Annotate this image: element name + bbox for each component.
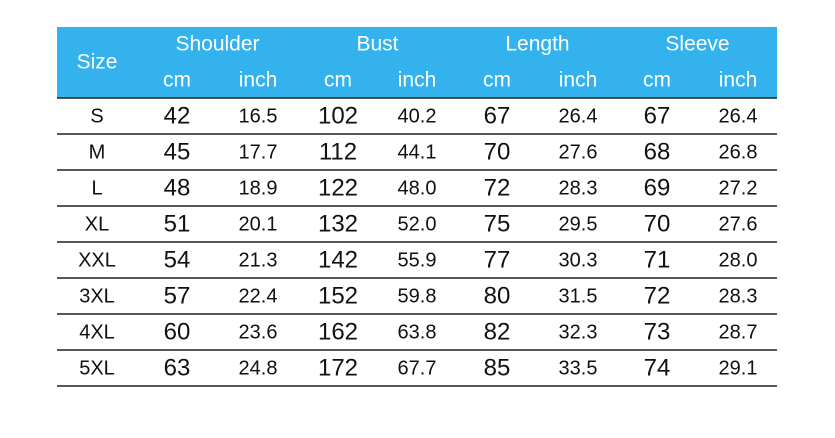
cell: 40.2 [398,105,437,127]
cell: 122 [318,174,358,201]
cell: 51 [164,210,191,237]
cell: 17.7 [239,141,278,163]
cell: 59.8 [398,285,437,307]
cell: 28.0 [719,249,758,271]
cell: 72 [484,174,511,201]
cell: 21.3 [239,249,278,271]
unit-header: inch [398,69,437,92]
cell: 52.0 [398,213,437,235]
size-label: XL [85,213,109,235]
cell: 85 [484,354,511,381]
cell: 23.6 [239,321,278,343]
unit-header: cm [483,69,511,92]
cell: 75 [484,210,511,237]
size-label: XXL [78,249,116,271]
group-header: Bust [356,33,398,56]
unit-header: inch [559,69,598,92]
cell: 162 [318,318,358,345]
size-label: 4XL [79,321,115,343]
cell: 28.3 [559,177,598,199]
cell: 54 [164,246,191,273]
cell: 71 [644,246,671,273]
size-label: 5XL [79,357,115,379]
cell: 27.6 [559,141,598,163]
cell: 42 [164,102,191,129]
cell: 32.3 [559,321,598,343]
cell: 72 [644,282,671,309]
cell: 55.9 [398,249,437,271]
unit-header: cm [324,69,352,92]
cell: 152 [318,282,358,309]
group-header: Sleeve [665,33,729,56]
cell: 28.3 [719,285,758,307]
unit-header: cm [643,69,671,92]
cell: 26.8 [719,141,758,163]
cell: 69 [644,174,671,201]
cell: 70 [644,210,671,237]
cell: 63.8 [398,321,437,343]
unit-header: cm [163,69,191,92]
cell: 28.7 [719,321,758,343]
group-header: Length [505,33,569,56]
cell: 132 [318,210,358,237]
cell: 24.8 [239,357,278,379]
cell: 26.4 [559,105,598,127]
cell: 48.0 [398,177,437,199]
size-label: L [91,177,102,199]
cell: 70 [484,138,511,165]
unit-header: inch [719,69,758,92]
cell: 68 [644,138,671,165]
cell: 45 [164,138,191,165]
cell: 26.4 [719,105,758,127]
cell: 67.7 [398,357,437,379]
cell: 29.1 [719,357,758,379]
cell: 77 [484,246,511,273]
cell: 16.5 [239,105,278,127]
cell: 33.5 [559,357,598,379]
cell: 20.1 [239,213,278,235]
cell: 57 [164,282,191,309]
size-label: 3XL [79,285,115,307]
size-label: S [90,105,103,127]
cell: 27.2 [719,177,758,199]
cell: 172 [318,354,358,381]
cell: 67 [644,102,671,129]
cell: 48 [164,174,191,201]
cell: 44.1 [398,141,437,163]
size-label: M [89,141,106,163]
cell: 102 [318,102,358,129]
cell: 82 [484,318,511,345]
size-header: Size [77,51,118,74]
group-header: Shoulder [175,33,259,56]
cell: 22.4 [239,285,278,307]
unit-header: inch [239,69,278,92]
cell: 63 [164,354,191,381]
cell: 73 [644,318,671,345]
cell: 30.3 [559,249,598,271]
cell: 18.9 [239,177,278,199]
cell: 80 [484,282,511,309]
header-background [57,27,777,98]
cell: 27.6 [719,213,758,235]
cell: 29.5 [559,213,598,235]
cell: 142 [318,246,358,273]
cell: 112 [319,138,357,165]
cell: 74 [644,354,671,381]
cell: 60 [164,318,191,345]
cell: 67 [484,102,511,129]
cell: 31.5 [559,285,598,307]
